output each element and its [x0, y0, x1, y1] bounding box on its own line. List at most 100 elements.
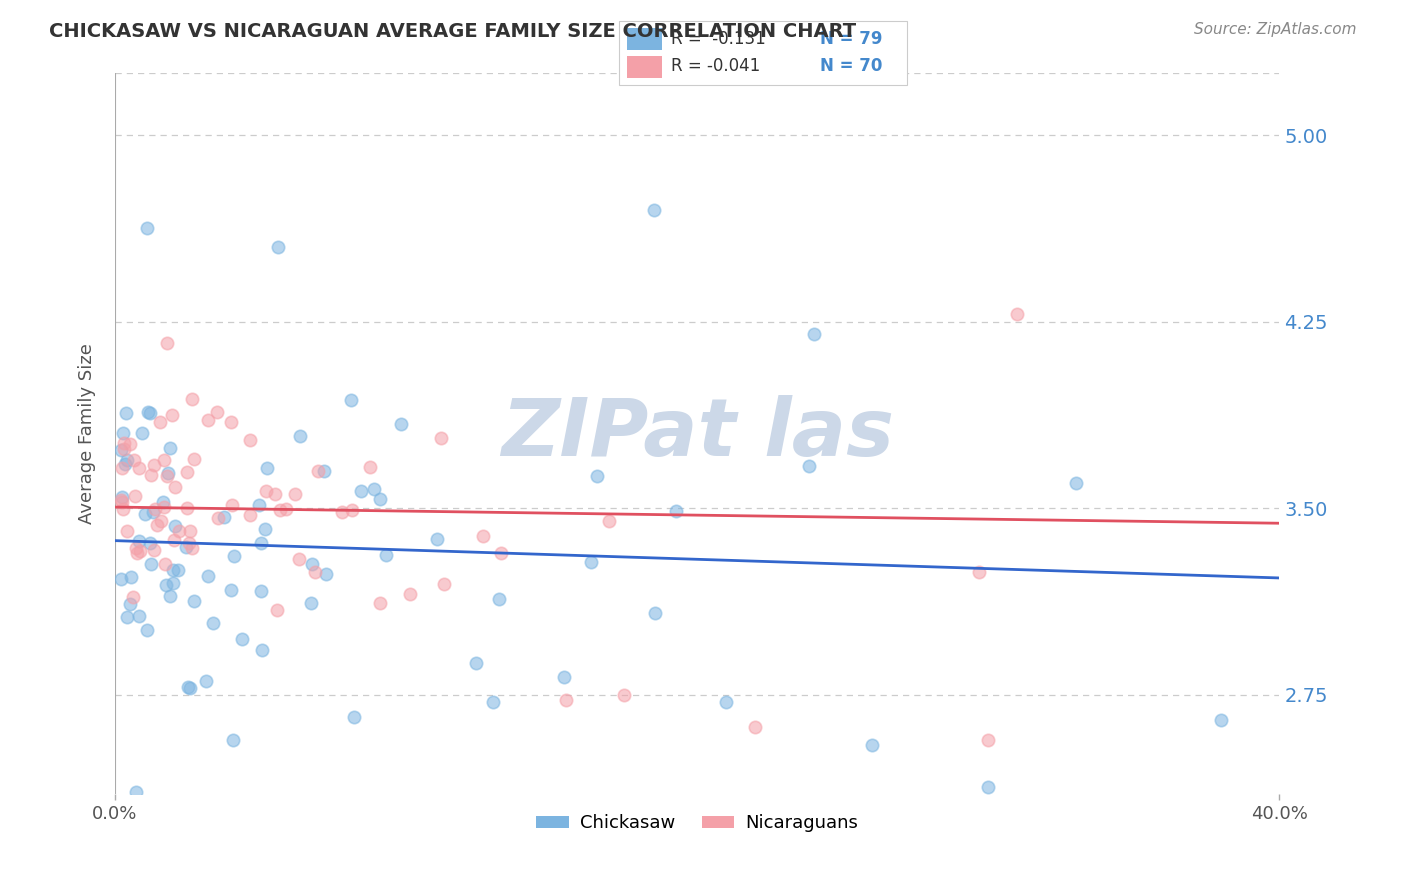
Point	[121, 570, 143, 584]
Point	[239, 433, 262, 447]
Point	[430, 431, 453, 445]
Point	[214, 510, 236, 524]
Point	[155, 557, 177, 571]
Point	[374, 549, 396, 563]
Point	[183, 452, 205, 467]
Point	[125, 546, 148, 560]
Point	[110, 572, 132, 586]
Point	[111, 426, 134, 441]
Point	[174, 541, 197, 555]
Point	[586, 469, 609, 483]
Point	[156, 467, 179, 481]
Point	[221, 498, 243, 512]
Text: N = 79: N = 79	[821, 29, 883, 48]
Point	[301, 557, 323, 571]
Point	[125, 784, 148, 798]
Point	[159, 589, 181, 603]
Point	[221, 732, 243, 747]
Point	[142, 505, 165, 519]
Point	[253, 522, 276, 536]
Point	[163, 533, 186, 548]
Point	[613, 688, 636, 702]
Point	[181, 392, 204, 407]
Point	[118, 437, 141, 451]
Point	[111, 502, 134, 516]
Point	[111, 461, 134, 475]
Point	[180, 541, 202, 556]
Point	[716, 695, 738, 709]
Point	[179, 524, 201, 538]
Point	[177, 535, 200, 549]
Point	[136, 220, 159, 235]
Point	[643, 202, 665, 217]
Point	[301, 596, 323, 610]
Point	[330, 505, 353, 519]
Point	[139, 406, 162, 420]
Y-axis label: Average Family Size: Average Family Size	[79, 343, 96, 524]
Point	[163, 518, 186, 533]
Point	[1211, 713, 1233, 727]
Point	[139, 536, 162, 550]
Point	[312, 464, 335, 478]
Point	[160, 409, 183, 423]
Point	[136, 623, 159, 637]
Point	[221, 415, 243, 429]
Point	[1007, 307, 1029, 321]
Point	[307, 464, 329, 478]
Point	[482, 695, 505, 709]
Point	[176, 465, 198, 479]
Point	[860, 738, 883, 752]
Text: R = -0.041: R = -0.041	[671, 57, 759, 76]
Point	[197, 569, 219, 583]
FancyBboxPatch shape	[627, 56, 662, 78]
Point	[488, 591, 510, 606]
Point	[315, 567, 337, 582]
Point	[122, 591, 145, 605]
Point	[1064, 476, 1087, 491]
Point	[183, 594, 205, 608]
Point	[207, 511, 229, 525]
Point	[179, 681, 201, 696]
Point	[139, 557, 162, 571]
Point	[266, 603, 288, 617]
Point	[139, 467, 162, 482]
Point	[143, 458, 166, 472]
Point	[111, 490, 134, 504]
Point	[250, 584, 273, 599]
Point	[342, 503, 364, 517]
Point	[224, 549, 246, 564]
Text: CHICKASAW VS NICARAGUAN AVERAGE FAMILY SIZE CORRELATION CHART: CHICKASAW VS NICARAGUAN AVERAGE FAMILY S…	[49, 22, 856, 41]
Point	[399, 587, 422, 601]
Point	[555, 693, 578, 707]
Point	[553, 670, 575, 684]
Point	[114, 406, 136, 420]
Point	[250, 536, 273, 550]
Text: ZIPat las: ZIPat las	[501, 394, 894, 473]
Point	[288, 429, 311, 443]
Point	[201, 615, 224, 630]
Point	[359, 460, 381, 475]
Point	[350, 483, 373, 498]
Point	[110, 443, 132, 458]
Point	[472, 529, 495, 543]
Point	[205, 405, 228, 419]
Point	[167, 524, 190, 538]
Point	[269, 503, 291, 517]
Point	[304, 566, 326, 580]
Point	[124, 541, 146, 555]
Point	[797, 459, 820, 474]
Point	[150, 514, 173, 528]
Point	[803, 327, 825, 342]
Point	[176, 500, 198, 515]
Point	[117, 453, 139, 467]
Point	[219, 583, 242, 598]
Point	[247, 499, 270, 513]
Point	[115, 524, 138, 539]
Point	[276, 502, 298, 516]
Text: Source: ZipAtlas.com: Source: ZipAtlas.com	[1194, 22, 1357, 37]
Point	[131, 425, 153, 440]
Point	[128, 534, 150, 549]
Point	[128, 608, 150, 623]
Point	[117, 610, 139, 624]
Point	[129, 543, 152, 558]
